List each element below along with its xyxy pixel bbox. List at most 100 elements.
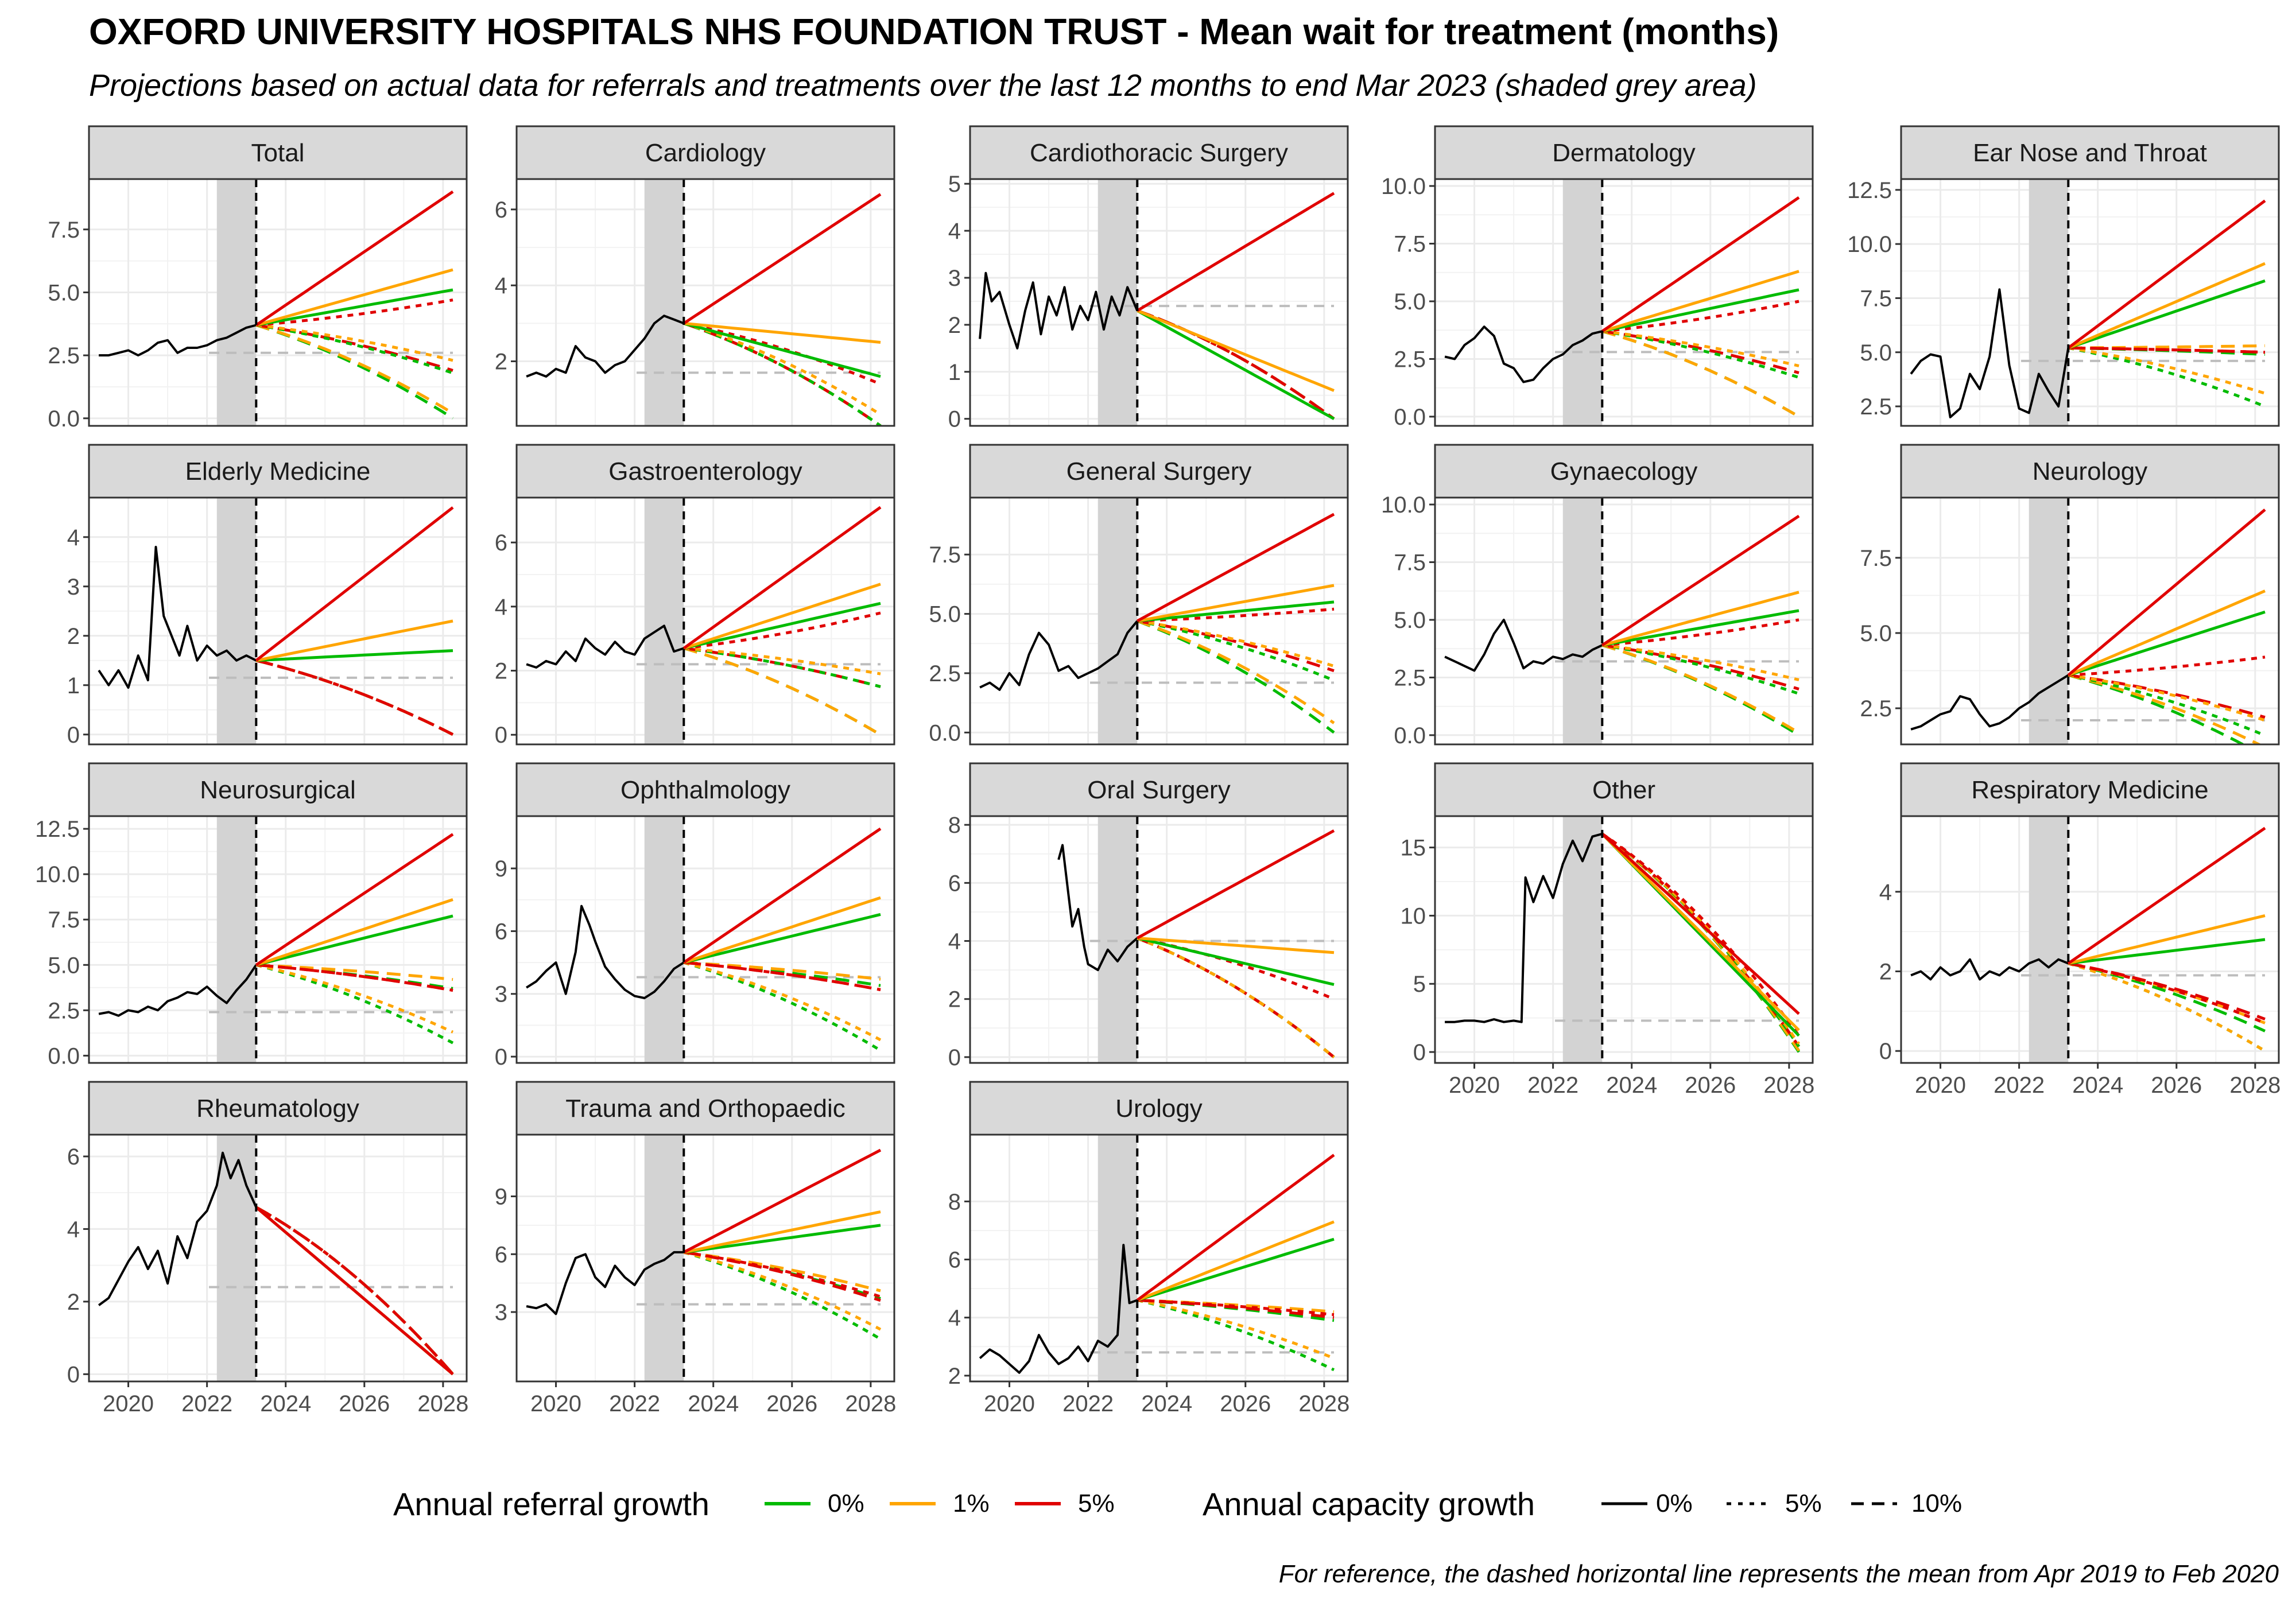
y-tick-label: 2.5 — [1394, 347, 1426, 372]
panel-background — [517, 498, 894, 744]
x-tick-label: 2022 — [609, 1391, 660, 1416]
y-tick-label: 6 — [67, 1144, 80, 1170]
panel-series — [1910, 509, 2266, 744]
projection-ref2-cap0 — [255, 506, 454, 662]
legend-cap-2-label: 10% — [1911, 1489, 1962, 1517]
projection-ref1-cap1 — [683, 322, 882, 416]
facet-strip — [969, 1081, 1349, 1136]
projection-ref2-cap0 — [1137, 513, 1335, 623]
projection-ref1-cap1 — [1137, 937, 1335, 1058]
panel-series — [526, 506, 882, 736]
projection-ref0-cap0 — [683, 1224, 881, 1254]
projection-ref2-cap1 — [1602, 618, 1799, 647]
y-tick-label: 4 — [495, 595, 507, 620]
y-tick-label: 2.5 — [1394, 665, 1426, 690]
projection-ref0-cap0 — [2068, 279, 2266, 350]
y-tick-label: 7.5 — [48, 218, 80, 243]
panel-series — [98, 506, 454, 736]
projection-ref0-cap0 — [2068, 610, 2266, 677]
facet-strip-label: Gastroenterology — [608, 457, 802, 486]
legend-capacity-title: Annual capacity growth — [1203, 1486, 1535, 1522]
y-tick-label: 2 — [948, 1364, 961, 1389]
legend-ref-1-label: 1% — [953, 1489, 990, 1517]
projection-ref2-cap0 — [2067, 509, 2266, 677]
projection-ref1-cap0 — [1137, 309, 1335, 392]
facet-strip — [1900, 125, 2280, 180]
y-tick-label: 10.0 — [35, 862, 80, 887]
projection-ref0-cap1 — [683, 961, 882, 1052]
panel-series — [1445, 832, 1801, 1053]
projection-ref2-cap2 — [2068, 673, 2266, 719]
shaded-period — [644, 179, 684, 426]
projection-ref2-cap0 — [1136, 1154, 1335, 1302]
historical-series — [1910, 958, 2069, 981]
panel-background — [89, 179, 467, 426]
y-tick-label: 5.0 — [1860, 340, 1892, 366]
facet-strip — [1900, 444, 2280, 499]
projection-ref1-cap2 — [1137, 619, 1335, 724]
panel-ophthalmology: Ophthalmology 0 3 6 9 — [495, 762, 895, 1070]
y-tick-label: 12.5 — [1847, 178, 1892, 203]
facet-strip — [88, 125, 468, 180]
shaded-period — [644, 498, 684, 744]
panel-elderly-medicine: Elderly Medicine 0 1 2 3 4 — [67, 444, 468, 748]
x-tick-label: 2026 — [766, 1391, 817, 1416]
facet-strip — [515, 444, 895, 499]
y-tick-label: 0 — [948, 407, 961, 432]
historical-series — [1444, 325, 1603, 383]
x-tick-label: 2024 — [688, 1391, 739, 1416]
projection-ref0-cap0 — [1601, 288, 1799, 333]
projection-ref2-cap1 — [2068, 655, 2266, 677]
facet-strip-label: Rheumatology — [196, 1094, 359, 1123]
x-tick-label: 2022 — [1527, 1073, 1578, 1098]
projection-ref1-cap2 — [1601, 643, 1800, 735]
facet-strip-label: Oral Surgery — [1087, 776, 1230, 804]
panel-gastroenterology: Gastroenterology 0 2 4 6 — [495, 444, 895, 748]
panel-background — [1901, 179, 2279, 426]
projection-ref1-cap1 — [2068, 962, 2266, 1053]
projection-ref2-cap1 — [1137, 607, 1335, 623]
legend-cap-1-label: 5% — [1785, 1489, 1822, 1517]
projection-ref0-cap1 — [255, 963, 454, 1045]
projection-ref1-cap1 — [255, 963, 454, 1034]
projection-ref1-cap0 — [684, 321, 881, 344]
historical-series — [979, 1244, 1138, 1374]
panel-background — [517, 179, 894, 426]
projection-ref2-cap0 — [1601, 833, 1800, 1015]
legend-ref-0-label: 0% — [828, 1489, 864, 1517]
y-tick-label: 10 — [1401, 903, 1426, 929]
facet-strip-label: Ear Nose and Throat — [1973, 139, 2207, 167]
projection-ref1-cap1 — [256, 324, 453, 362]
facet-strip — [969, 444, 1349, 499]
y-tick-label: 3 — [495, 982, 507, 1007]
y-tick-label: 12.5 — [35, 817, 80, 842]
projection-ref2-cap0 — [2067, 826, 2266, 965]
x-tick-label: 2020 — [1915, 1073, 1966, 1098]
facet-strip-label: General Surgery — [1066, 457, 1252, 486]
shaded-period — [1097, 816, 1138, 1063]
historical-series — [98, 964, 257, 1017]
panel-series — [526, 193, 882, 426]
historical-series — [99, 324, 257, 357]
y-tick-label: 2.5 — [1860, 394, 1892, 420]
y-tick-label: 2.5 — [48, 998, 80, 1023]
y-tick-label: 0 — [67, 1362, 80, 1387]
historical-series — [1444, 619, 1603, 672]
y-tick-label: 7.5 — [48, 907, 80, 933]
projection-ref2-cap0 — [255, 1206, 454, 1376]
y-tick-label: 4 — [67, 1217, 80, 1242]
projection-ref0-cap0 — [683, 913, 881, 964]
facet-strip-label: Neurology — [2033, 457, 2148, 486]
projection-ref2-cap0 — [255, 190, 454, 327]
facet-strip — [1900, 762, 2280, 817]
panel-total: Total 0.0 2.5 5.0 7.5 — [48, 125, 468, 432]
projection-ref1-cap1 — [684, 647, 881, 676]
y-tick-label: 7.5 — [1860, 546, 1892, 571]
facet-strip-label: Dermatology — [1552, 139, 1695, 167]
projection-ref2-cap2 — [1601, 329, 1799, 375]
facet-strip-label: Gynaecology — [1550, 457, 1698, 486]
y-tick-label: 4 — [67, 525, 80, 550]
historical-series — [526, 905, 685, 999]
historical-series — [1445, 832, 1603, 1023]
